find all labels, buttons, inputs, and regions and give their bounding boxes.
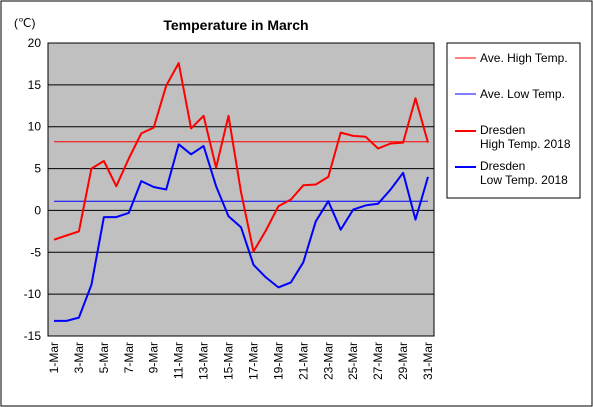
x-tick-label: 3-Mar — [72, 342, 86, 373]
y-tick-label: 5 — [34, 162, 41, 176]
x-tick-label: 13-Mar — [197, 342, 211, 380]
x-tick-label: 31-Mar — [421, 342, 435, 380]
series-layer — [53, 62, 429, 322]
legend-label-2: Dresden High Temp. 2018 — [480, 123, 571, 151]
y-tick-label: 10 — [28, 120, 42, 134]
x-tick-label: 5-Mar — [97, 342, 111, 373]
y-tick-label: 20 — [28, 36, 42, 50]
series-line-3 — [54, 143, 429, 322]
y-axis-ticks: -15 -10 -5 0 5 10 15 20 — [24, 36, 42, 343]
x-tick-label: 1-Mar — [47, 342, 61, 373]
x-axis-ticks: 1-Mar 3-Mar 5-Mar 7-Mar 9-Mar 11-Mar 13-Mar 15-… — [47, 342, 435, 380]
gridlines — [48, 84, 434, 295]
y-tick-label: 0 — [34, 203, 41, 217]
x-tick-label: 29-Mar — [396, 342, 410, 380]
x-tick-label: 21-Mar — [296, 342, 310, 380]
legend-box — [446, 42, 581, 199]
legend-label-3: Dresden Low Temp. 2018 — [480, 159, 568, 187]
chart-title: Temperature in March — [163, 17, 308, 33]
legend-label-0: Ave. High Temp. — [480, 51, 568, 65]
legend-label-1: Ave. Low Temp. — [480, 87, 565, 101]
x-tick-label: 7-Mar — [122, 342, 136, 373]
x-tick-label: 23-Mar — [321, 342, 335, 380]
legend: Ave. High Temp. Ave. Low Temp. Dresden High… — [455, 51, 571, 187]
y-axis-unit-label: (℃) — [14, 16, 35, 30]
x-tick-label: 19-Mar — [271, 342, 285, 380]
y-tick-label: -5 — [30, 245, 41, 259]
y-tick-label: -10 — [24, 287, 42, 301]
x-tick-label: 25-Mar — [346, 342, 360, 380]
x-tick-label: 11-Mar — [172, 342, 186, 379]
series-line-2 — [53, 62, 429, 253]
y-tick-label: -15 — [24, 329, 42, 343]
y-tick-label: 15 — [28, 78, 42, 92]
x-tick-label: 17-Mar — [246, 342, 260, 380]
x-tick-label: 9-Mar — [147, 342, 161, 373]
x-tick-label: 27-Mar — [371, 342, 385, 380]
x-tick-label: 15-Mar — [222, 342, 236, 380]
